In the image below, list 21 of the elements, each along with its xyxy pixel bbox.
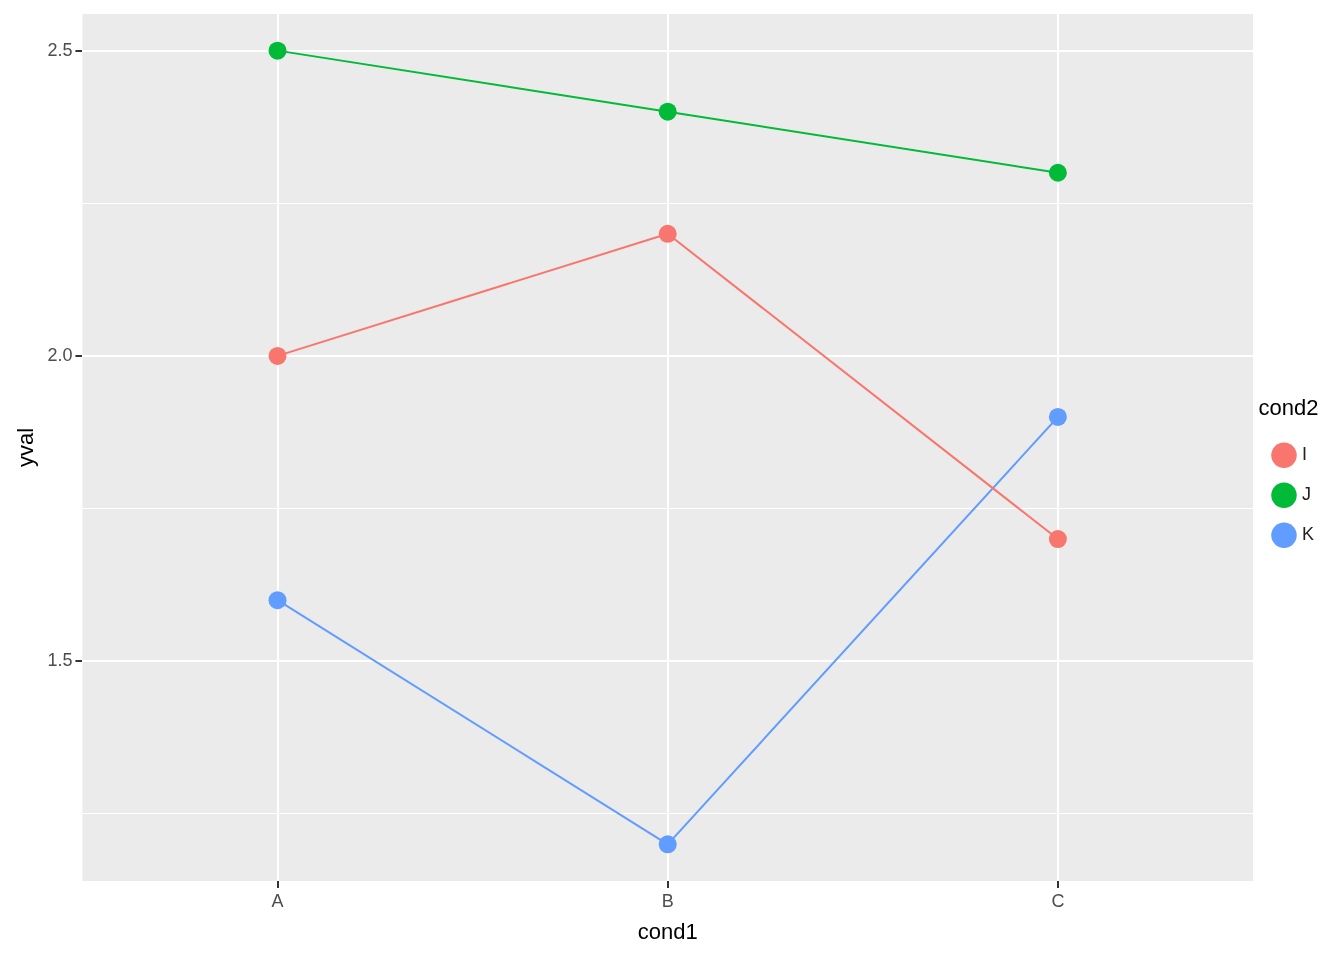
x-tick-label: B: [661, 890, 674, 911]
point: [268, 346, 287, 365]
point: [1048, 407, 1067, 426]
y-tick-label: 2.0: [47, 344, 73, 365]
x-axis-title: cond1: [637, 918, 698, 944]
x-tick-label: C: [1051, 890, 1065, 911]
legend-label: J: [1301, 484, 1311, 505]
point: [268, 41, 287, 60]
y-tick-label: 2.5: [47, 39, 73, 60]
legend-label: I: [1301, 444, 1308, 465]
point: [1048, 163, 1067, 182]
point: [268, 591, 287, 610]
legend-label: K: [1301, 524, 1315, 545]
x-tick-label: A: [271, 890, 284, 911]
y-axis-title: yval: [13, 427, 39, 468]
legend-title: cond2: [1258, 394, 1319, 420]
y-tick-label: 1.5: [47, 650, 73, 671]
point: [658, 835, 677, 854]
point: [658, 224, 677, 243]
point: [1048, 530, 1067, 549]
point: [658, 102, 677, 121]
